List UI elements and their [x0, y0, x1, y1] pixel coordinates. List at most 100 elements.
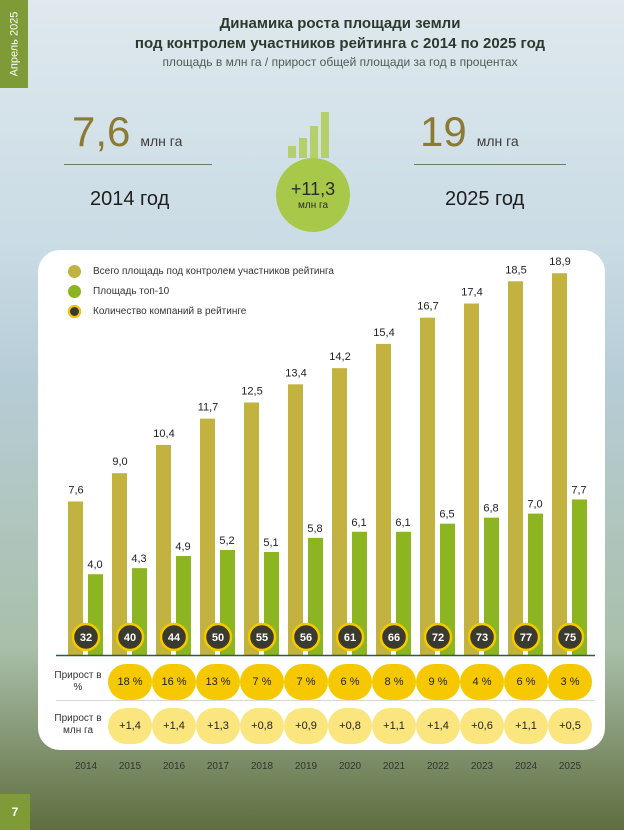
growth-bars-icon: [288, 112, 329, 158]
start-divider: [64, 164, 212, 165]
label-top10-2020: 6,1: [351, 517, 366, 529]
growth-pct-2015: 18 %: [108, 664, 152, 700]
companies-count-2015: 40: [124, 632, 136, 644]
date-side-tab: Апрель 2025: [0, 0, 28, 88]
bar-total-2022: [420, 317, 435, 655]
start-unit: млн га: [140, 133, 183, 149]
label-top10-2016: 4,9: [175, 541, 190, 553]
companies-marker-2014: [71, 622, 101, 652]
start-value: 7,6: [72, 108, 131, 155]
bar-total-2020: [332, 368, 347, 655]
x-tick-2016: 2016: [162, 761, 186, 772]
companies-marker-2024: [511, 622, 541, 652]
bar-total-2021: [376, 343, 391, 655]
x-tick-2015: 2015: [118, 761, 142, 772]
label-top10-2014: 4,0: [87, 559, 102, 571]
label-top10-2021: 6,1: [395, 517, 410, 529]
companies-count-2025: 75: [564, 632, 576, 644]
label-top10-2022: 6,5: [439, 509, 454, 521]
growth-abs-2021: +1,1: [372, 708, 416, 744]
growth-abs-2025: +0,5: [548, 708, 592, 744]
x-tick-2022: 2022: [426, 761, 450, 772]
bar-top10-2023: [484, 517, 499, 655]
legend-item-total: Всего площадь под контролем участников р…: [68, 261, 334, 281]
end-divider: [414, 164, 566, 165]
companies-marker-2016: [159, 622, 189, 652]
label-total-2015: 9,0: [112, 456, 127, 468]
x-tick-2024: 2024: [514, 761, 538, 772]
bar-total-2018: [244, 402, 259, 655]
growth-abs-2016: +1,4: [152, 708, 196, 744]
start-stat: 7,6 млн га: [72, 108, 182, 156]
growth-abs-2018: +0,8: [240, 708, 284, 744]
growth-pct-2017: 13 %: [196, 664, 240, 700]
x-tick-2025: 2025: [558, 761, 582, 772]
x-tick-2023: 2023: [470, 761, 494, 772]
growth-pct-2016: 16 %: [152, 664, 196, 700]
label-total-2016: 10,4: [153, 428, 174, 440]
companies-count-2022: 72: [432, 632, 444, 644]
companies-count-2014: 32: [80, 632, 92, 644]
companies-marker-2019: [291, 622, 321, 652]
label-total-2023: 17,4: [461, 287, 482, 299]
companies-count-2016: 44: [168, 632, 181, 644]
bar-top10-2022: [440, 523, 455, 655]
chart-title-block: Динамика роста площади земли под контрол…: [100, 14, 580, 70]
growth-abs-2017: +1,3: [196, 708, 240, 744]
growth-pct-row-label: Прирост в %: [54, 670, 102, 693]
growth-circle: +11,3 млн га: [276, 158, 350, 232]
growth-pct-2024: 6 %: [504, 664, 548, 700]
legend-label-top10: Площадь топ-10: [93, 285, 170, 297]
growth-value: +11,3: [290, 179, 336, 199]
legend-item-top10: Площадь топ-10: [68, 281, 334, 301]
companies-marker-2023: [467, 622, 497, 652]
bar-total-2024: [508, 281, 523, 655]
companies-marker-2025: [555, 622, 585, 652]
growth-pct-2025: 3 %: [548, 664, 592, 700]
companies-marker-2021: [379, 622, 409, 652]
label-total-2022: 16,7: [417, 301, 438, 313]
end-stat: 19 млн га: [420, 108, 519, 156]
bar-total-2015: [112, 473, 127, 655]
label-total-2017: 11,7: [198, 402, 219, 414]
label-total-2021: 15,4: [373, 327, 394, 339]
label-top10-2019: 5,8: [307, 523, 322, 535]
bar-top10-2025: [572, 499, 587, 655]
label-top10-2018: 5,1: [263, 537, 278, 549]
growth-pct-2019: 7 %: [284, 664, 328, 700]
x-tick-2020: 2020: [338, 761, 362, 772]
bar-total-2023: [464, 303, 479, 655]
label-total-2014: 7,6: [68, 484, 83, 496]
companies-count-2019: 56: [300, 632, 312, 644]
x-tick-2017: 2017: [206, 761, 230, 772]
label-total-2020: 14,2: [329, 351, 350, 363]
x-tick-2014: 2014: [74, 761, 98, 772]
bar-total-2025: [552, 273, 567, 655]
growth-abs-2023: +0,6: [460, 708, 504, 744]
growth-abs-2019: +0,9: [284, 708, 328, 744]
label-top10-2015: 4,3: [131, 553, 146, 565]
chart-subtitle: площадь в млн га / прирост общей площади…: [162, 55, 518, 69]
chart-legend: Всего площадь под контролем участников р…: [68, 261, 334, 321]
bar-top10-2024: [528, 513, 543, 655]
growth-abs-2022: +1,4: [416, 708, 460, 744]
growth-pct-2020: 6 %: [328, 664, 372, 700]
growth-pct-2022: 9 %: [416, 664, 460, 700]
label-total-2025: 18,9: [549, 256, 570, 268]
label-total-2018: 12,5: [241, 386, 262, 398]
companies-marker-2020: [335, 622, 365, 652]
bar-total-2017: [200, 418, 215, 655]
legend-swatch-total: [68, 264, 81, 278]
companies-marker-2018: [247, 622, 277, 652]
label-top10-2024: 7,0: [527, 499, 542, 511]
page-number: 7: [0, 794, 30, 830]
end-unit: млн га: [476, 133, 519, 149]
growth-pct-2018: 7 %: [240, 664, 284, 700]
x-tick-2018: 2018: [250, 761, 274, 772]
legend-label-total: Всего площадь под контролем участников р…: [93, 265, 334, 277]
end-value: 19: [420, 108, 467, 155]
companies-count-2024: 77: [520, 632, 532, 644]
label-top10-2025: 7,7: [571, 484, 586, 496]
chart-title-line1: Динамика роста площади земли: [219, 15, 461, 32]
legend-item-companies: Количество компаний в рейтинге: [68, 301, 334, 321]
